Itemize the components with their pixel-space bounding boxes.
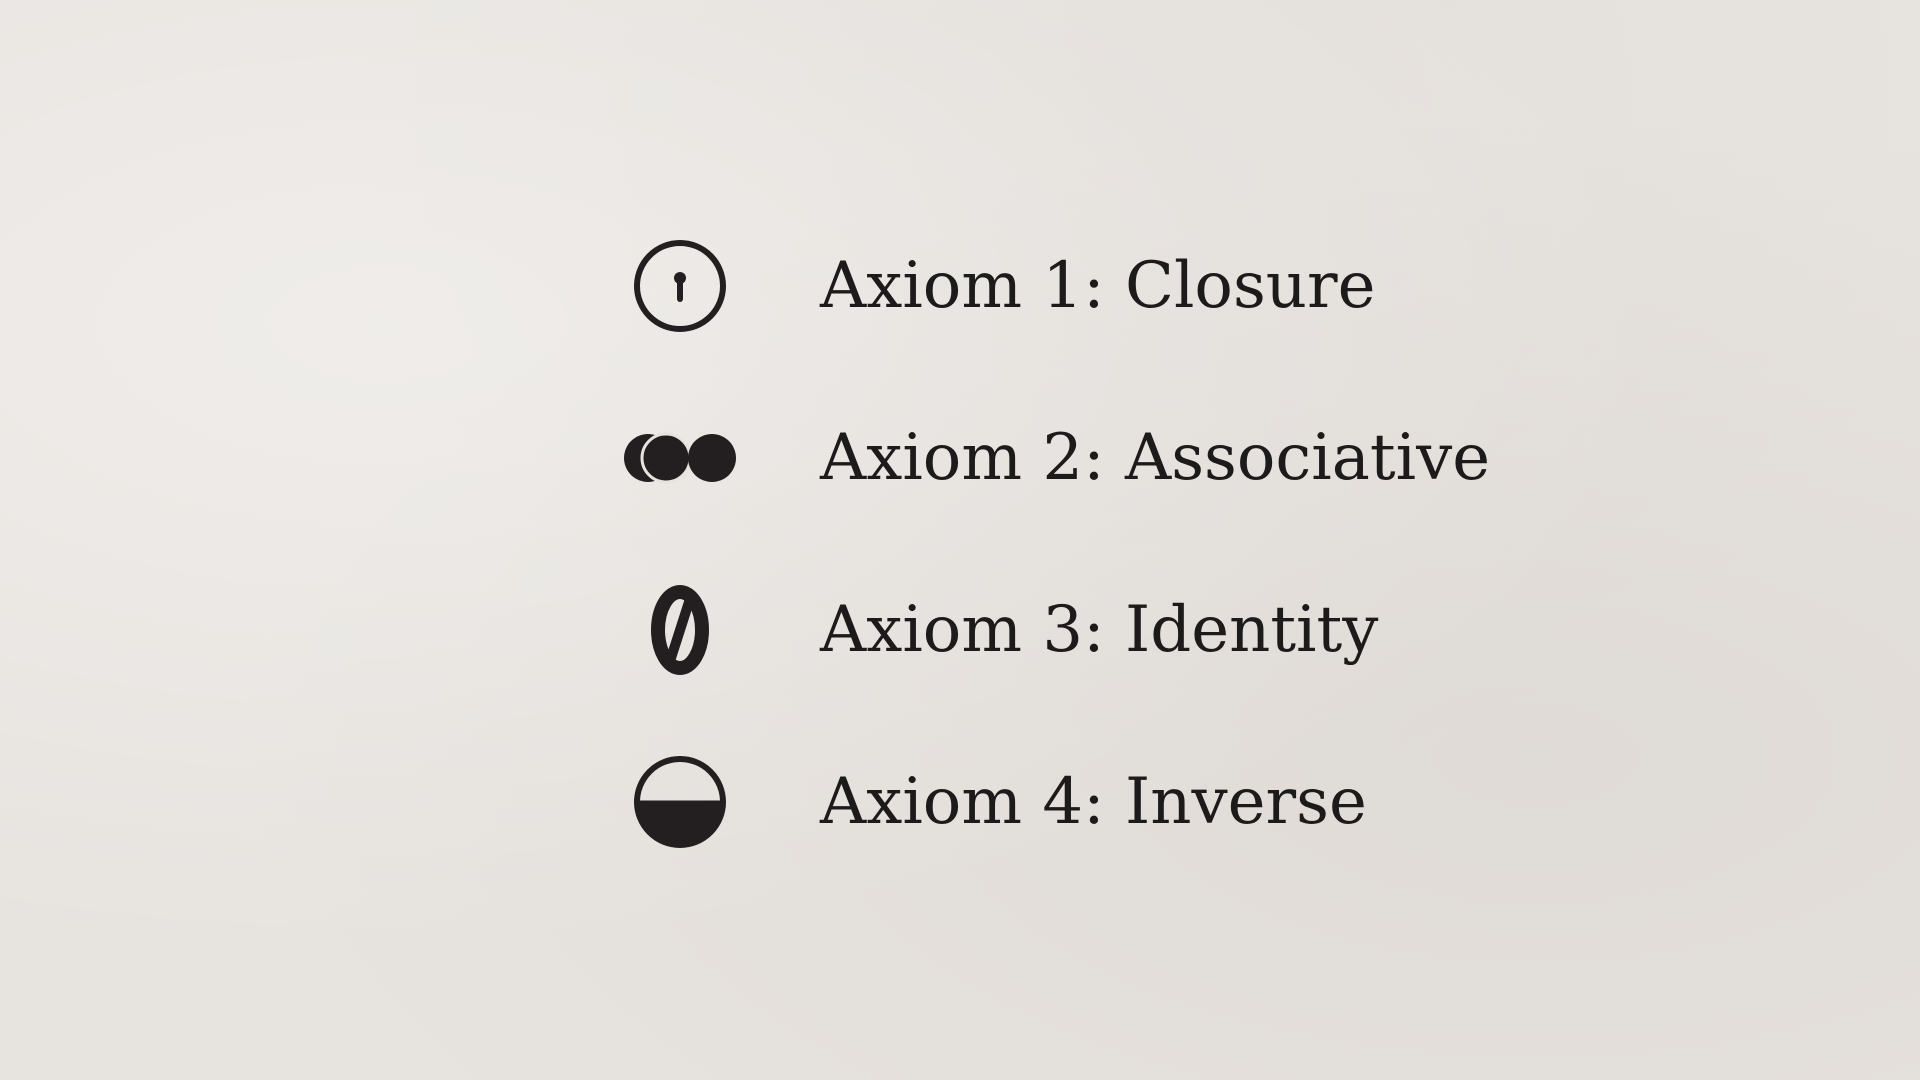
axiom-row-closure: Axiom 1: Closure	[620, 200, 1520, 372]
slashed-zero-icon	[620, 570, 740, 690]
axiom-label: Axiom 2: Associative	[820, 421, 1491, 495]
overlapping-circles-icon	[620, 398, 740, 518]
axiom-row-associative: Axiom 2: Associative	[620, 372, 1520, 544]
half-filled-circle-icon	[620, 742, 740, 862]
axiom-list: Axiom 1: Closure Axiom 2: Associative Ax…	[620, 200, 1520, 888]
axiom-label: Axiom 1: Closure	[820, 249, 1376, 323]
axiom-row-identity: Axiom 3: Identity	[620, 544, 1520, 716]
keyhole-circle-icon	[620, 226, 740, 346]
axiom-label: Axiom 4: Inverse	[820, 765, 1367, 839]
axiom-row-inverse: Axiom 4: Inverse	[620, 716, 1520, 888]
axiom-label: Axiom 3: Identity	[820, 593, 1379, 667]
